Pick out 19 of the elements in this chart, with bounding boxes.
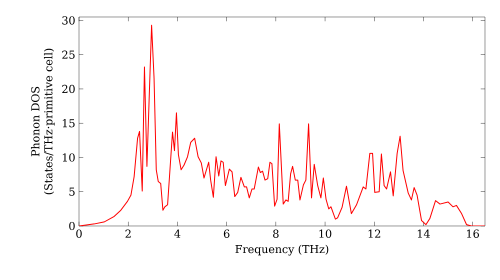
x-tick-label: 8 <box>273 230 279 238</box>
y-tick-label: 25 <box>62 50 75 59</box>
x-tick-label: 16 <box>467 230 479 238</box>
line-series <box>79 24 485 226</box>
x-tick-label: 12 <box>368 230 380 238</box>
x-tick-label: 10 <box>319 230 332 238</box>
y-tick-label: 15 <box>62 119 75 128</box>
x-tick-label: 2 <box>125 230 131 238</box>
x-axis-title: Frequency (THz) <box>235 244 328 256</box>
x-tick-label: 6 <box>224 230 230 238</box>
y-tick-label: 0 <box>69 222 75 230</box>
y-axis-title: Phonon DOS (States/THz·primitive cell) <box>30 48 55 194</box>
y-tick-label: 10 <box>62 153 75 162</box>
x-tick-label: 0 <box>76 230 82 238</box>
y-tick-label: 30 <box>62 16 75 25</box>
x-tick-label: 4 <box>174 230 180 238</box>
y-tick-label: 5 <box>69 188 75 196</box>
x-tick-label: 14 <box>418 230 430 238</box>
y-tick-label: 20 <box>62 84 75 94</box>
